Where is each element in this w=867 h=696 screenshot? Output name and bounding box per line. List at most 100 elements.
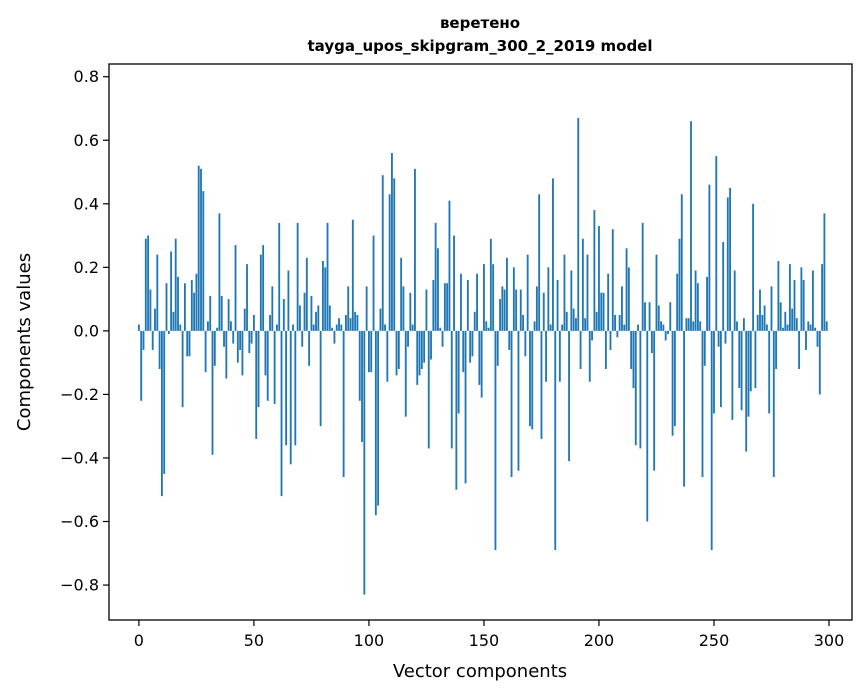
bar — [742, 318, 745, 331]
bar — [206, 321, 209, 331]
bar — [370, 330, 373, 373]
bar — [526, 254, 529, 331]
bar — [464, 330, 467, 484]
bar — [193, 292, 196, 331]
bar — [540, 330, 543, 439]
bar — [802, 280, 805, 331]
bar — [420, 330, 423, 370]
bar — [361, 330, 363, 443]
bar — [335, 324, 338, 331]
bar — [377, 330, 380, 506]
bar — [322, 260, 324, 331]
bar — [402, 286, 405, 331]
bar — [664, 330, 667, 341]
bar — [729, 187, 731, 331]
bar — [195, 273, 198, 331]
bar — [409, 292, 412, 331]
bar — [618, 314, 621, 331]
bar — [163, 330, 166, 474]
bar — [634, 330, 637, 446]
x-tick-label: 300 — [814, 631, 845, 650]
bar — [450, 330, 453, 449]
bar — [149, 289, 152, 331]
bar — [271, 286, 274, 331]
bar — [466, 280, 469, 331]
bar — [455, 330, 458, 490]
bar — [225, 330, 228, 379]
bar — [181, 330, 184, 408]
bar — [524, 330, 527, 357]
bar — [230, 321, 232, 331]
bar — [386, 330, 389, 382]
bar — [662, 324, 665, 331]
bar — [328, 305, 331, 331]
bar — [400, 257, 403, 331]
bar — [777, 260, 780, 331]
x-tick-label: 50 — [244, 631, 264, 650]
y-tick-label: 0.4 — [74, 194, 99, 213]
bar — [667, 330, 669, 335]
bar — [453, 235, 455, 331]
bar — [487, 327, 490, 331]
bar — [579, 330, 582, 370]
bar — [292, 324, 294, 331]
bar — [763, 305, 766, 331]
bar — [788, 264, 791, 331]
bar — [473, 311, 476, 331]
bar — [489, 238, 492, 331]
bar — [708, 184, 711, 331]
bar — [736, 321, 738, 331]
bar — [621, 286, 623, 331]
bar — [427, 330, 430, 449]
y-axis-label: Components values — [14, 253, 35, 431]
y-tick-label: 0.8 — [74, 67, 99, 86]
bar — [575, 318, 577, 331]
bar — [770, 286, 773, 331]
bar — [811, 270, 814, 331]
x-tick-label: 200 — [584, 631, 615, 650]
bar — [471, 330, 474, 357]
bar — [512, 267, 515, 331]
bar — [752, 203, 755, 331]
bar — [717, 330, 720, 347]
bar — [151, 330, 154, 350]
bar — [791, 308, 794, 331]
bar — [368, 330, 370, 373]
bar — [425, 289, 428, 331]
bar — [600, 292, 603, 331]
bar — [324, 267, 327, 331]
bar — [404, 330, 407, 417]
bar — [349, 318, 352, 331]
bar — [303, 292, 306, 331]
bar — [209, 295, 212, 331]
bar — [476, 273, 478, 331]
bar — [680, 194, 683, 331]
bar — [655, 254, 658, 331]
x-axis-label: Vector components — [393, 661, 567, 682]
bar — [285, 330, 288, 446]
bar — [160, 330, 163, 497]
bar — [294, 330, 297, 446]
bar — [140, 330, 143, 401]
bar — [660, 321, 662, 331]
bar — [821, 264, 824, 331]
bar — [299, 305, 301, 331]
bar — [591, 330, 593, 341]
bar — [469, 330, 472, 363]
bar — [496, 330, 499, 366]
bar — [558, 330, 561, 382]
bar — [508, 330, 511, 350]
bar — [374, 330, 377, 516]
bar — [731, 330, 734, 420]
bar — [448, 200, 451, 331]
bar — [552, 178, 554, 331]
y-tick-label: 0.0 — [74, 321, 99, 340]
bar — [483, 264, 485, 331]
bar — [685, 318, 688, 331]
bar — [547, 267, 550, 331]
bar — [200, 168, 202, 331]
y-tick-label: −0.6 — [60, 512, 99, 531]
bar — [315, 311, 317, 331]
bar — [719, 330, 722, 408]
bar — [765, 324, 768, 331]
